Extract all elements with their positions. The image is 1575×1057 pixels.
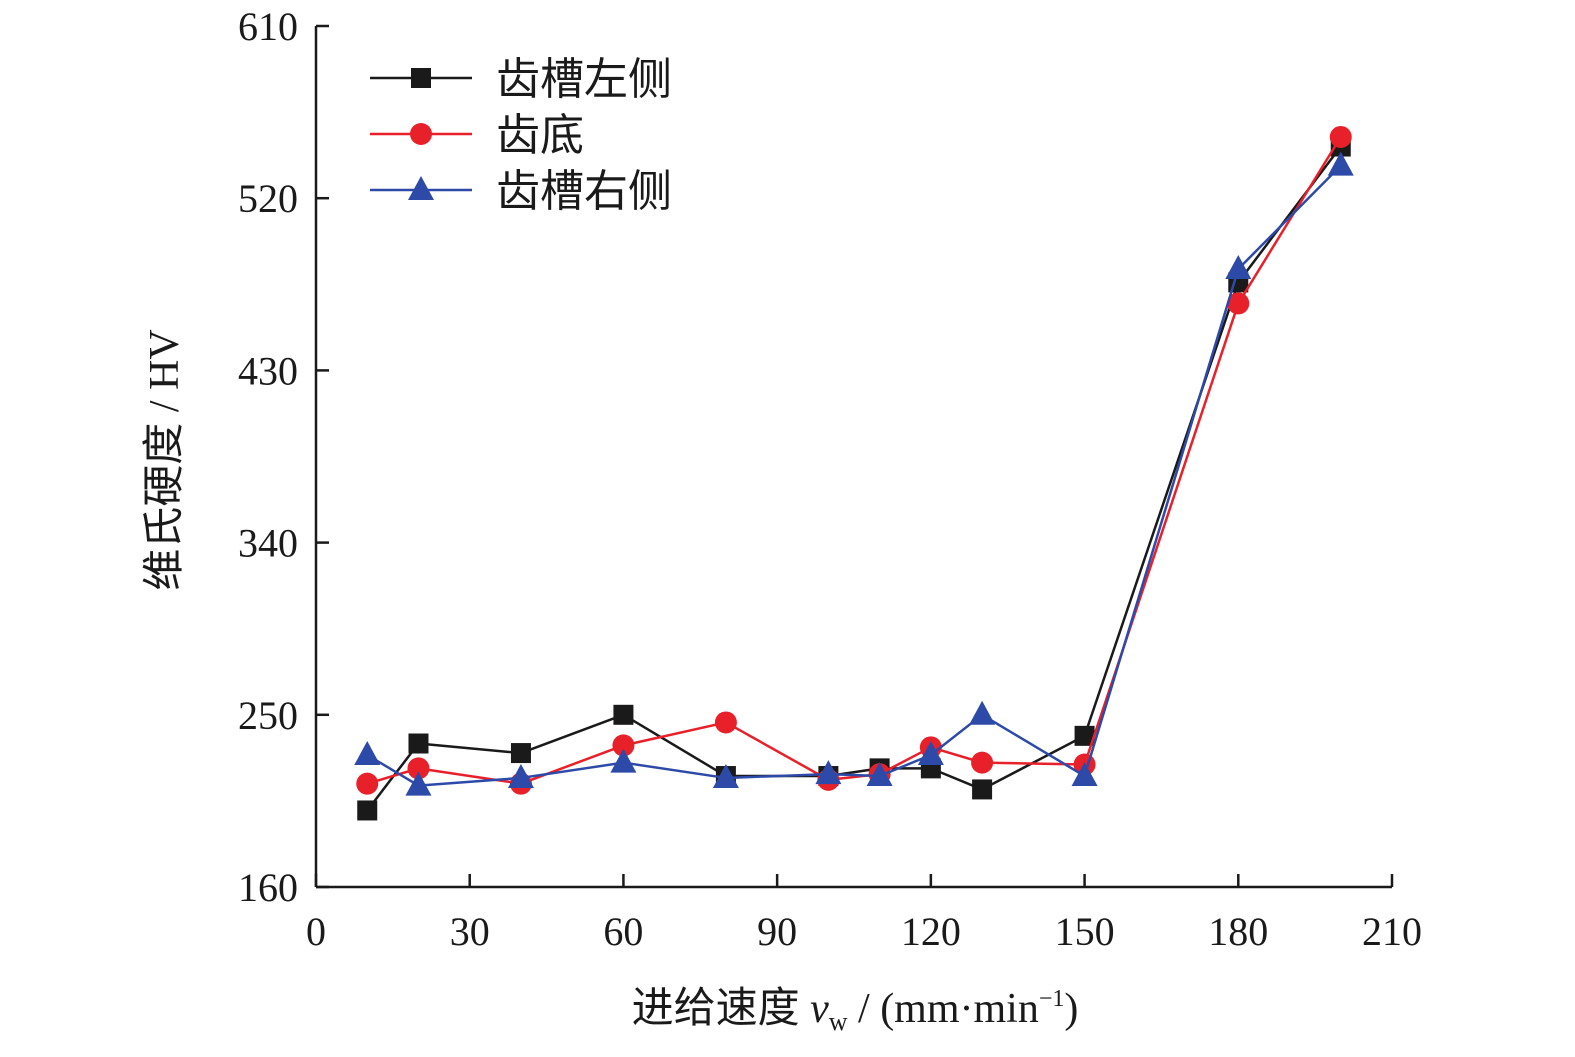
data-point bbox=[971, 751, 994, 774]
x-axis-title: 进给速度 vw / (mm·min−1) bbox=[632, 986, 1079, 1036]
series-line bbox=[366, 136, 1342, 785]
axes bbox=[314, 26, 1392, 889]
legend-label: 齿底 bbox=[496, 111, 584, 160]
data-point bbox=[714, 711, 737, 734]
data-point bbox=[354, 740, 381, 765]
legend-item: 齿槽右侧 bbox=[370, 167, 672, 216]
data-point bbox=[712, 763, 739, 788]
data-point bbox=[1329, 125, 1352, 148]
y-tick-label: 520 bbox=[238, 176, 298, 221]
y-tick-label: 340 bbox=[238, 521, 298, 566]
x-tick-label: 30 bbox=[450, 909, 490, 954]
x-axis-title-subscript: w bbox=[829, 1007, 848, 1036]
data-point bbox=[408, 733, 429, 754]
x-tick-label: 180 bbox=[1208, 909, 1268, 954]
x-axis-title-variable: v bbox=[810, 986, 829, 1032]
series-line bbox=[366, 145, 1342, 812]
x-tick-label: 60 bbox=[603, 909, 643, 954]
data-point bbox=[1071, 762, 1098, 787]
data-point bbox=[613, 704, 634, 725]
data-point bbox=[1225, 254, 1252, 279]
legend-label: 齿槽左侧 bbox=[496, 55, 672, 104]
x-tick-label: 210 bbox=[1362, 909, 1422, 954]
x-tick-label: 0 bbox=[306, 909, 326, 954]
data-point bbox=[610, 748, 637, 773]
data-point bbox=[612, 734, 635, 757]
x-axis-title-text: 进给速度 bbox=[632, 986, 811, 1032]
legend-marker bbox=[408, 176, 434, 200]
data-point bbox=[917, 740, 944, 765]
legend-marker bbox=[411, 68, 431, 88]
data-point bbox=[405, 771, 432, 796]
data-point bbox=[866, 762, 893, 787]
y-tick-label: 610 bbox=[238, 4, 298, 49]
y-tick-label: 160 bbox=[238, 865, 298, 910]
legend-label: 齿槽右侧 bbox=[496, 167, 672, 216]
ticks: 0 30 60 90 120 150 180 210 160 250 340 430 520 610 bbox=[238, 4, 1422, 954]
y-tick-label: 430 bbox=[238, 348, 298, 393]
data-point bbox=[507, 763, 534, 788]
series-line bbox=[366, 164, 1342, 787]
data-point bbox=[510, 743, 531, 764]
data-point bbox=[1327, 151, 1354, 176]
data-point bbox=[972, 779, 993, 800]
legend-item: 齿槽左侧 bbox=[370, 55, 672, 104]
x-axis-title-superscript: −1 bbox=[1039, 986, 1065, 1012]
series-3 bbox=[354, 151, 1354, 796]
series-1 bbox=[357, 136, 1351, 821]
axis-titles: 进给速度 vw / (mm·min−1) 维氏硬度 / HV bbox=[142, 329, 1078, 1036]
data-point bbox=[357, 800, 378, 821]
series-2 bbox=[356, 125, 1352, 795]
legend-item: 齿底 bbox=[370, 111, 584, 160]
x-axis-title-unit: / (mm·min bbox=[848, 986, 1039, 1032]
data-point bbox=[356, 772, 379, 795]
data-point bbox=[1074, 725, 1095, 746]
x-tick-label: 120 bbox=[901, 909, 961, 954]
legend-marker bbox=[410, 123, 432, 145]
data-point bbox=[815, 760, 842, 785]
x-axis-title-unit-close: ) bbox=[1064, 986, 1078, 1032]
y-axis-title: 维氏硬度 / HV bbox=[142, 329, 188, 590]
y-tick-label: 250 bbox=[238, 693, 298, 738]
data-point bbox=[1227, 292, 1250, 315]
x-tick-label: 150 bbox=[1055, 909, 1115, 954]
x-tick-label: 90 bbox=[757, 909, 797, 954]
data-point bbox=[969, 700, 996, 725]
series bbox=[354, 125, 1354, 821]
data-point bbox=[407, 757, 430, 780]
